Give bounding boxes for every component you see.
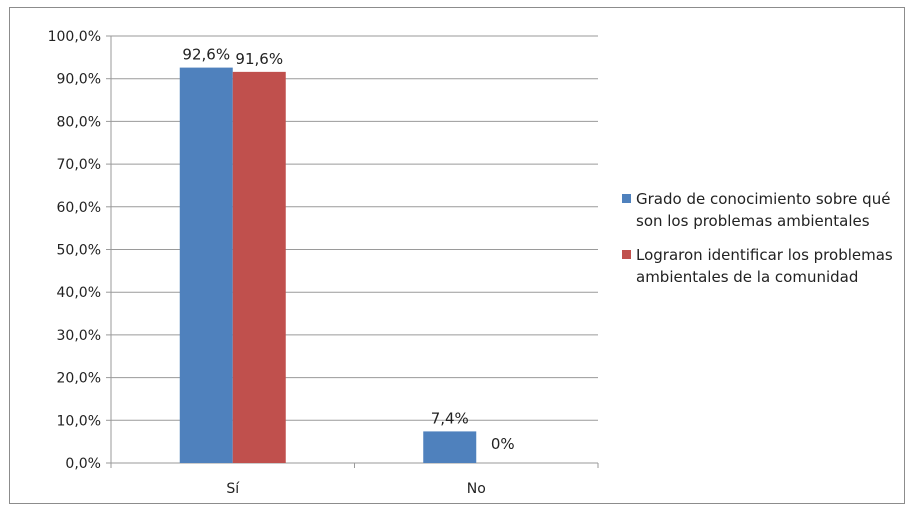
chart-frame: 0,0% 10,0% 20,0% 30,0% 40,0% 50,0% 60,0% 70,0% 8… [9, 7, 905, 504]
y-tick-label-0: 0,0% [65, 456, 101, 472]
y-tick-label-5: 50,0% [57, 243, 101, 259]
bar-chart: 0,0% 10,0% 20,0% 30,0% 40,0% 50,0% 60,0% 70,0% 8… [48, 29, 599, 497]
legend: Grado de conocimiento sobre qué son los … [622, 188, 912, 300]
legend-swatch-series-2 [622, 250, 631, 259]
data-label-s2-1: 0% [491, 435, 515, 453]
data-label-s2-0: 91,6% [235, 50, 283, 68]
y-tick-label-7: 70,0% [57, 157, 101, 173]
y-tick-label-4: 40,0% [57, 285, 101, 301]
y-tick-label-10: 100,0% [48, 29, 101, 45]
y-tick-label-3: 30,0% [57, 328, 101, 344]
y-tick-label-8: 80,0% [57, 114, 101, 130]
legend-item-series-1: Grado de conocimiento sobre qué son los … [622, 188, 912, 232]
data-label-s1-1: 7,4% [431, 409, 469, 427]
data-label-s1-0: 92,6% [182, 46, 230, 64]
legend-label-series-2: Lograron identificar los problemas ambie… [636, 246, 893, 286]
y-tick-label-9: 90,0% [57, 72, 101, 88]
x-category-label-1: No [467, 481, 486, 497]
y-tick-label-1: 10,0% [57, 413, 101, 429]
bar-s1-0 [179, 67, 233, 464]
y-tick-label-2: 20,0% [57, 371, 101, 387]
x-category-label-0: Sí [226, 481, 240, 497]
y-tick-label-6: 60,0% [57, 200, 101, 216]
legend-label-series-1: Grado de conocimiento sobre qué son los … [636, 190, 891, 230]
bar-s2-0 [232, 71, 286, 464]
bar-s1-1 [423, 431, 477, 463]
legend-item-series-2: Lograron identificar los problemas ambie… [622, 244, 912, 288]
legend-swatch-series-1 [622, 194, 631, 203]
